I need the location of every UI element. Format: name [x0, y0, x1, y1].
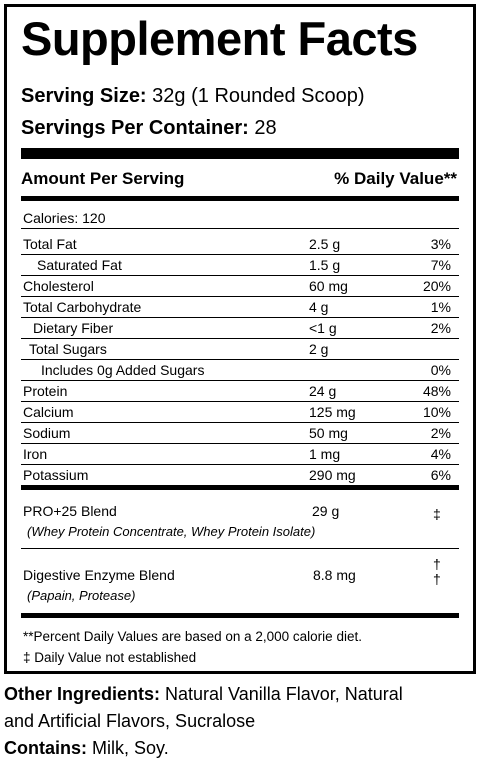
blend-name: PRO+25 Blend	[23, 503, 117, 519]
nutrient-name: Total Fat	[23, 236, 77, 252]
nutrient-amount: 1.5 g	[309, 257, 341, 273]
nutrient-row: Iron 1 mg 4%	[21, 444, 459, 465]
nutrient-name: Dietary Fiber	[33, 320, 114, 336]
contains-value: Milk, Soy.	[92, 738, 169, 758]
nutrient-row: Cholesterol 60 mg 20%	[21, 276, 459, 297]
calories-row: Calories: 120	[21, 208, 459, 229]
nutrient-row: Includes 0g Added Sugars 0%	[21, 360, 459, 381]
column-header: Amount Per Serving % Daily Value**	[21, 170, 457, 187]
nutrient-daily-value: 1%	[430, 299, 451, 315]
nutrient-row: Sodium 50 mg 2%	[21, 423, 459, 444]
nutrient-row: Total Fat 2.5 g 3%	[21, 234, 459, 255]
nutrient-amount: 2 g	[309, 341, 329, 357]
nutrient-name: Total Carbohydrate	[23, 299, 142, 315]
footnote-percent-dv: **Percent Daily Values are based on a 2,…	[23, 629, 362, 644]
nutrient-name: Potassium	[23, 467, 89, 483]
nutrient-row: Total Sugars 2 g	[21, 339, 459, 360]
nutrient-amount: 50 mg	[309, 425, 348, 441]
contains-label: Contains:	[4, 738, 87, 758]
nutrient-daily-value: 0%	[430, 362, 451, 378]
nutrient-amount: 1 mg	[309, 446, 341, 462]
blend-amount: 29 g	[312, 503, 340, 519]
serving-size-label: Serving Size:	[21, 85, 147, 107]
nutrient-daily-value: 4%	[430, 446, 451, 462]
nutrient-row: Potassium 290 mg 6%	[21, 465, 459, 486]
serving-size-value: 32g (1 Rounded Scoop)	[152, 85, 365, 107]
amount-per-serving-label: Amount Per Serving	[21, 169, 185, 188]
thin-divider	[21, 548, 459, 549]
blend-ingredients: (Papain, Protease)	[27, 588, 136, 603]
dagger-icon: †	[433, 571, 441, 587]
nutrient-row: Total Carbohydrate 4 g 1%	[21, 297, 459, 318]
nutrient-daily-value: 6%	[430, 467, 451, 483]
nutrient-name: Total Sugars	[29, 341, 107, 357]
contains: Contains: Milk, Soy.	[4, 739, 169, 757]
dagger-icon: †	[433, 556, 441, 572]
nutrient-row: Protein 24 g 48%	[21, 381, 459, 402]
medium-divider	[21, 196, 459, 201]
servings-per-container: Servings Per Container: 28	[21, 118, 277, 138]
double-dagger-icon: ‡	[433, 506, 441, 522]
nutrient-name: Includes 0g Added Sugars	[41, 362, 205, 378]
other-ingredients-label: Other Ingredients:	[4, 684, 161, 704]
nutrient-name: Iron	[23, 446, 48, 462]
nutrient-daily-value: 20%	[422, 278, 451, 294]
calories-text: Calories: 120	[23, 210, 106, 226]
nutrient-daily-value: 7%	[430, 257, 451, 273]
nutrient-daily-value: 2%	[430, 425, 451, 441]
blend-amount: 8.8 mg	[313, 567, 356, 583]
nutrient-amount: 2.5 g	[309, 236, 341, 252]
nutrient-name: Saturated Fat	[37, 257, 122, 273]
nutrient-name: Protein	[23, 383, 68, 399]
nutrient-daily-value: 3%	[430, 236, 451, 252]
nutrient-amount: 125 mg	[309, 404, 356, 420]
nutrient-amount: 4 g	[309, 299, 329, 315]
double-dagger-icon: ‡	[23, 650, 31, 665]
thick-divider	[21, 148, 459, 159]
nutrient-amount: 290 mg	[309, 467, 356, 483]
panel-title: Supplement Facts	[21, 12, 418, 65]
nutrient-name: Cholesterol	[23, 278, 94, 294]
supplement-facts-panel: Supplement Facts Serving Size: 32g (1 Ro…	[4, 4, 476, 674]
daily-value-label: % Daily Value**	[334, 169, 457, 188]
nutrient-amount: 24 g	[309, 383, 337, 399]
nutrient-amount: <1 g	[309, 320, 337, 336]
serving-size: Serving Size: 32g (1 Rounded Scoop)	[21, 86, 365, 106]
other-ingredients-line1: Natural Vanilla Flavor, Natural	[165, 684, 403, 704]
nutrient-daily-value: 10%	[422, 404, 451, 420]
servings-per-container-value: 28	[254, 117, 277, 139]
nutrient-row: Saturated Fat 1.5 g 7%	[21, 255, 459, 276]
other-ingredients: Other Ingredients: Natural Vanilla Flavo…	[4, 685, 403, 703]
footnote-not-established: ‡ Daily Value not established	[23, 651, 196, 665]
medium-divider-3	[21, 613, 459, 618]
servings-per-container-label: Servings Per Container:	[21, 117, 249, 139]
medium-divider-2	[21, 485, 459, 490]
nutrient-daily-value: 48%	[422, 383, 451, 399]
footnote-not-established-text: Daily Value not established	[34, 650, 197, 665]
nutrient-row: Calcium 125 mg 10%	[21, 402, 459, 423]
nutrient-amount: 60 mg	[309, 278, 348, 294]
blend-ingredients: (Whey Protein Concentrate, Whey Protein …	[27, 524, 316, 539]
nutrient-daily-value: 2%	[430, 320, 451, 336]
blend-name: Digestive Enzyme Blend	[23, 567, 175, 583]
nutrient-name: Sodium	[23, 425, 71, 441]
other-ingredients-line2: and Artificial Flavors, Sucralose	[4, 711, 256, 731]
nutrient-row: Dietary Fiber <1 g 2%	[21, 318, 459, 339]
nutrient-name: Calcium	[23, 404, 74, 420]
